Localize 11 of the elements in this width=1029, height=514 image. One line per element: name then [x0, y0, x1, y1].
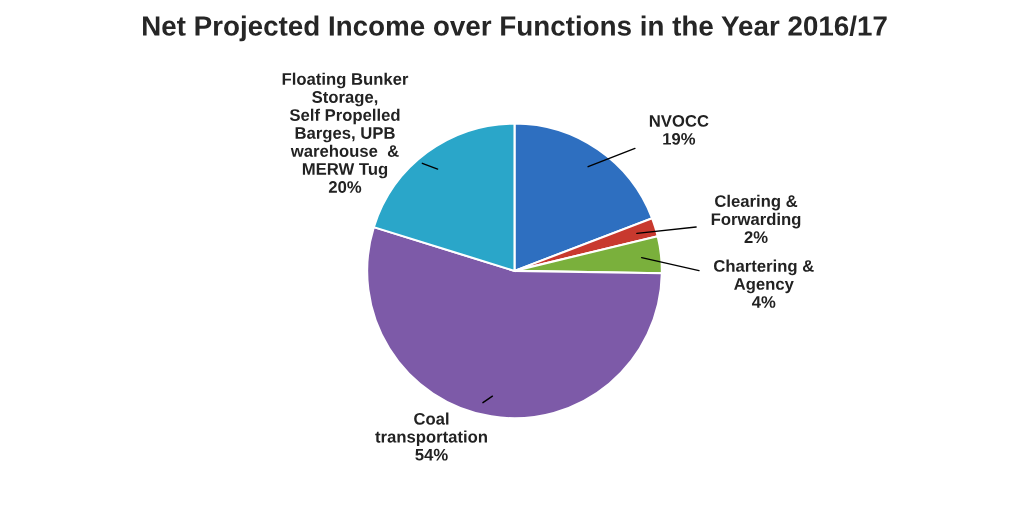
data-label: 4%	[751, 296, 776, 308]
slice-label: Coal transportation	[375, 412, 487, 446]
data-label: 54%	[415, 448, 448, 461]
chart-title: Net Projected Income over Functions in the Year 2016/17	[143, 15, 887, 42]
data-label: 2%	[744, 231, 768, 244]
slice-label: Floating Bunker Storage, Self Propelled Barges, UPB warehouse & MERW Tug	[282, 72, 409, 179]
slice-label: Clearing & Forwarding	[711, 194, 801, 229]
data-label: 20%	[328, 181, 362, 193]
data-label: 19%	[663, 132, 696, 145]
slice-label: NVOCC	[649, 115, 709, 127]
slice-label: Chartering & Agency	[713, 259, 814, 294]
